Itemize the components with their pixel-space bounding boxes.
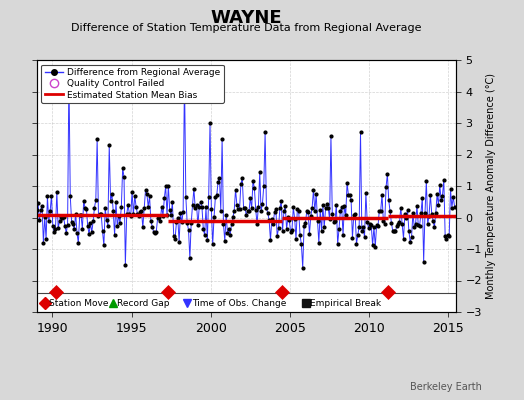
Y-axis label: Monthly Temperature Anomaly Difference (°C): Monthly Temperature Anomaly Difference (…	[486, 73, 496, 299]
FancyBboxPatch shape	[37, 293, 456, 312]
Text: Empirical Break: Empirical Break	[310, 299, 381, 308]
Text: Berkeley Earth: Berkeley Earth	[410, 382, 482, 392]
Text: Station Move: Station Move	[49, 299, 109, 308]
Text: Difference of Station Temperature Data from Regional Average: Difference of Station Temperature Data f…	[71, 23, 421, 33]
Text: WAYNE: WAYNE	[211, 9, 282, 27]
Text: Record Gap: Record Gap	[117, 299, 170, 308]
Text: Time of Obs. Change: Time of Obs. Change	[192, 299, 286, 308]
Legend: Difference from Regional Average, Quality Control Failed, Estimated Station Mean: Difference from Regional Average, Qualit…	[41, 64, 224, 103]
